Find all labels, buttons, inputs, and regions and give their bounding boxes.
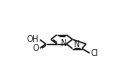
Text: OH: OH <box>27 35 39 44</box>
Text: N: N <box>60 39 66 48</box>
Text: N: N <box>73 40 79 49</box>
Text: O: O <box>33 44 39 53</box>
Text: Cl: Cl <box>91 49 98 58</box>
